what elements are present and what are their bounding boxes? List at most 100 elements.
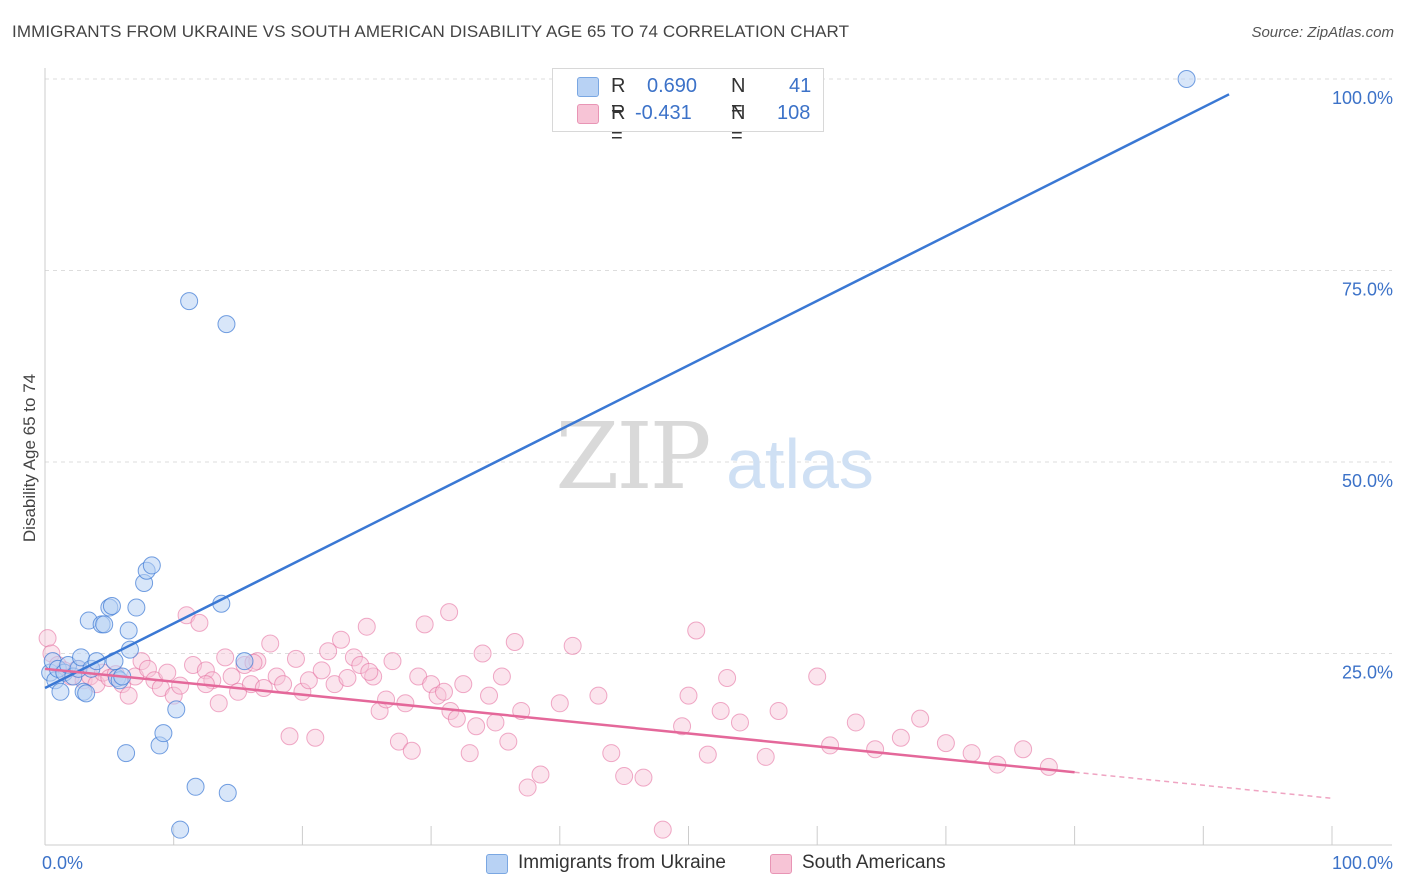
south-american-point xyxy=(936,734,955,753)
south-american-point xyxy=(460,744,479,763)
south-american-point xyxy=(306,728,325,747)
south-american-point xyxy=(196,661,215,680)
ukraine-point xyxy=(180,292,199,311)
south-american-point xyxy=(769,701,788,720)
legend-r-label: R = xyxy=(611,75,626,120)
south-american-point xyxy=(911,709,930,728)
south-american-point xyxy=(338,669,357,688)
stats-legend: R = 0.690 N = 41 R = -0.431 N = 108 xyxy=(552,68,824,147)
south-american-point xyxy=(615,767,634,786)
south-american-point xyxy=(730,713,749,732)
ukraine-point xyxy=(167,700,186,719)
south-american-point xyxy=(190,613,209,632)
south-american-trend-extension xyxy=(1074,771,1333,800)
pink-swatch-icon xyxy=(770,854,792,874)
legend-r-label: R = xyxy=(611,102,626,147)
ukraine-point xyxy=(217,315,236,334)
south-american-point xyxy=(550,694,569,713)
ukraine-point xyxy=(1177,70,1196,88)
blue-swatch-icon xyxy=(486,854,508,874)
pink-swatch-icon xyxy=(577,104,599,124)
source-label: Source: ZipAtlas.com xyxy=(1251,24,1394,41)
south-american-point xyxy=(653,820,672,839)
south-american-point xyxy=(332,630,351,649)
ukraine-point xyxy=(102,597,121,616)
south-american-point xyxy=(299,671,318,690)
ukraine-point xyxy=(51,682,70,701)
ukraine-point xyxy=(171,820,190,839)
ukraine-point xyxy=(127,598,146,617)
legend-n-value: 108 xyxy=(777,102,811,124)
y-tick-label: 50.0% xyxy=(1342,471,1393,491)
south-american-point xyxy=(467,717,486,736)
south-american-point xyxy=(38,629,57,648)
ukraine-point xyxy=(119,621,138,640)
south-american-point xyxy=(158,663,177,682)
south-american-point xyxy=(687,621,706,640)
x-tick-label: 100.0% xyxy=(1332,853,1393,873)
series-name-ukraine: Immigrants from Ukraine xyxy=(518,852,726,873)
south-american-point xyxy=(698,745,717,764)
series-name-south-americans: South Americans xyxy=(802,852,946,873)
south-american-point xyxy=(434,682,453,701)
south-american-point xyxy=(402,741,421,760)
south-american-point xyxy=(357,617,376,636)
south-american-point xyxy=(531,765,550,784)
chart-title: IMMIGRANTS FROM UKRAINE VS SOUTH AMERICA… xyxy=(12,22,850,41)
south-american-point xyxy=(351,655,370,674)
ukraine-point xyxy=(235,652,254,671)
south-american-point xyxy=(1014,740,1033,759)
south-american-point xyxy=(119,686,138,705)
ukraine-point xyxy=(142,556,161,575)
south-american-point xyxy=(602,744,621,763)
south-american-point xyxy=(866,740,885,759)
south-american-point xyxy=(480,686,499,705)
south-american-point xyxy=(486,713,505,732)
south-american-point xyxy=(846,713,865,732)
south-american-point xyxy=(360,662,379,681)
legend-n-label: N = xyxy=(731,75,746,120)
south-american-point xyxy=(132,652,151,671)
south-american-point xyxy=(389,732,408,751)
watermark-atlas: atlas xyxy=(726,425,874,503)
south-american-point xyxy=(171,676,190,695)
south-american-point xyxy=(589,686,608,705)
south-american-point xyxy=(499,732,518,751)
south-american-point xyxy=(505,633,524,652)
ukraine-point xyxy=(77,684,96,703)
legend-r-value: -0.431 xyxy=(635,102,692,124)
south-american-point xyxy=(1039,757,1058,776)
south-american-point xyxy=(518,778,537,797)
south-american-point xyxy=(808,667,827,686)
south-american-point xyxy=(344,648,363,667)
south-american-point xyxy=(891,728,910,747)
south-american-trend-line xyxy=(44,667,1075,774)
south-american-point xyxy=(267,667,286,686)
south-american-point xyxy=(222,667,241,686)
south-american-point xyxy=(377,690,396,709)
y-axis-title: Disability Age 65 to 74 xyxy=(20,373,39,543)
south-american-point xyxy=(962,744,981,763)
south-american-point xyxy=(261,634,280,653)
legend-r-value: 0.690 xyxy=(647,75,698,97)
south-american-point xyxy=(563,636,582,655)
blue-swatch-icon xyxy=(577,77,599,97)
legend-n-value: 41 xyxy=(789,75,812,97)
south-american-point xyxy=(440,603,459,622)
south-american-point xyxy=(634,768,653,787)
south-american-point xyxy=(383,652,402,671)
y-tick-label: 100.0% xyxy=(1332,88,1393,108)
south-american-point xyxy=(216,648,235,667)
south-american-point xyxy=(756,747,775,766)
south-american-point xyxy=(274,675,293,694)
south-american-point xyxy=(492,667,511,686)
south-american-point xyxy=(454,675,473,694)
ukraine-trend-line xyxy=(44,93,1230,690)
south-american-point xyxy=(718,669,737,688)
south-american-point xyxy=(319,642,338,661)
ukraine-point xyxy=(218,783,237,802)
south-american-point xyxy=(415,615,434,634)
south-american-point xyxy=(711,701,730,720)
ukraine-point xyxy=(186,777,205,796)
south-american-point xyxy=(473,644,492,663)
